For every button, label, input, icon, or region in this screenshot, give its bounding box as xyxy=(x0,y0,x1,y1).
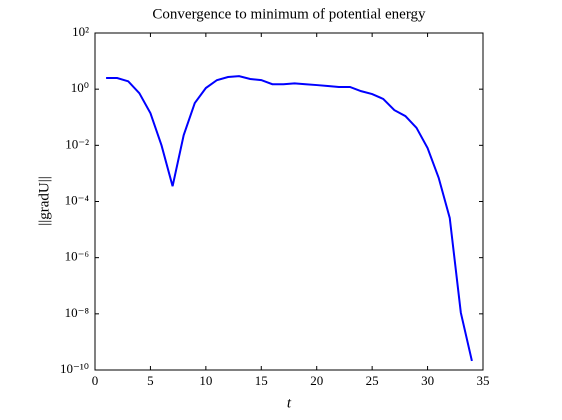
x-tick-label: 35 xyxy=(477,373,490,388)
y-tick-label: 10⁻² xyxy=(65,136,89,151)
data-line xyxy=(106,75,473,362)
y-tick-label: 10⁰ xyxy=(71,80,89,95)
plot-area xyxy=(94,32,484,371)
x-tick-label: 25 xyxy=(366,373,379,388)
y-tick-label: 10⁻¹⁰ xyxy=(60,361,89,376)
y-tick-label: 10² xyxy=(72,24,89,39)
x-tick-label: 15 xyxy=(255,373,268,388)
x-tick-label: 10 xyxy=(199,373,212,388)
x-tick-label: 20 xyxy=(310,373,323,388)
y-tick-label: 10⁻⁸ xyxy=(65,305,90,320)
y-tick-label: 10⁻⁶ xyxy=(65,249,89,264)
x-tick-label: 5 xyxy=(147,373,154,388)
x-tick-label: 30 xyxy=(421,373,434,388)
y-tick-label: 10⁻⁴ xyxy=(65,192,90,207)
y-axis-label: ||gradU|| xyxy=(36,176,52,226)
x-axis-label: t xyxy=(287,395,292,411)
x-tick-label: 0 xyxy=(92,373,99,388)
chart-title: Convergence to minimum of potential ener… xyxy=(152,6,426,22)
